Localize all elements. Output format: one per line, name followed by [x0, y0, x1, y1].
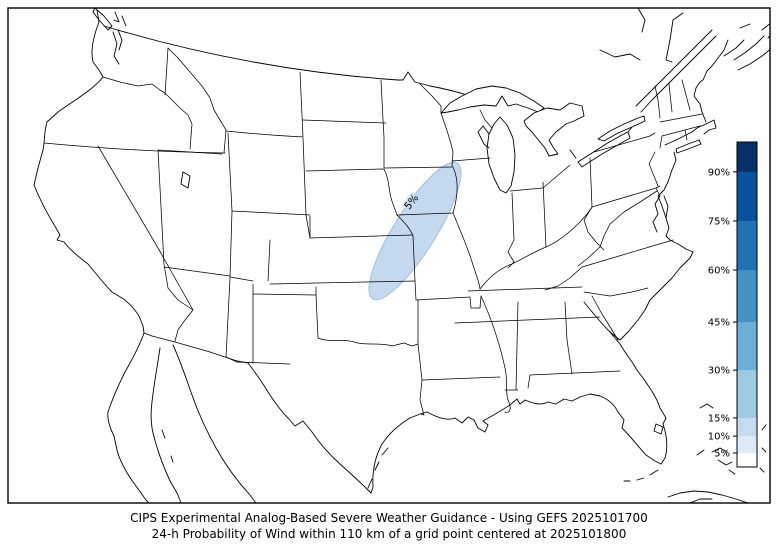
colorbar-segment — [737, 270, 757, 323]
colorbar-tick-label: 45% — [708, 318, 730, 329]
colorbar-tick-label: 10% — [708, 432, 730, 443]
colorbar-segment — [737, 171, 757, 222]
colorbar-frame — [736, 141, 758, 468]
colorbar-segment — [737, 453, 757, 468]
caption-line-1: CIPS Experimental Analog-Based Severe We… — [130, 511, 648, 525]
colorbar-tick-label: 30% — [708, 366, 730, 377]
map-content: 5% 90% 75% 60% 45% 30% 15% 10% 5% — [33, 8, 770, 503]
colorbar: 90% 75% 60% 45% 30% 15% 10% 5% — [708, 141, 758, 468]
colorbar-tick-label: 60% — [708, 266, 730, 277]
colorbar-segment — [737, 417, 757, 437]
caption-line-2: 24-h Probability of Wind within 110 km o… — [152, 527, 627, 541]
colorbar-segment — [737, 322, 757, 371]
canada-northeast — [92, 8, 770, 113]
colorbar-tick-label: 90% — [708, 167, 730, 178]
colorbar-segment — [737, 436, 757, 454]
colorbar-tick-label: 75% — [708, 216, 730, 227]
colorbar-segment — [737, 142, 757, 173]
national-borders — [103, 25, 471, 494]
colorbar-tick-label: 15% — [708, 413, 730, 424]
colorbar-segment — [737, 370, 757, 419]
probability-contour-ellipse — [368, 161, 462, 301]
colorbar-tick-label: 5% — [714, 449, 730, 460]
islands — [623, 403, 767, 503]
colorbar-segment — [737, 220, 757, 271]
state-boundaries — [43, 47, 703, 416]
great-lakes — [180, 85, 664, 435]
